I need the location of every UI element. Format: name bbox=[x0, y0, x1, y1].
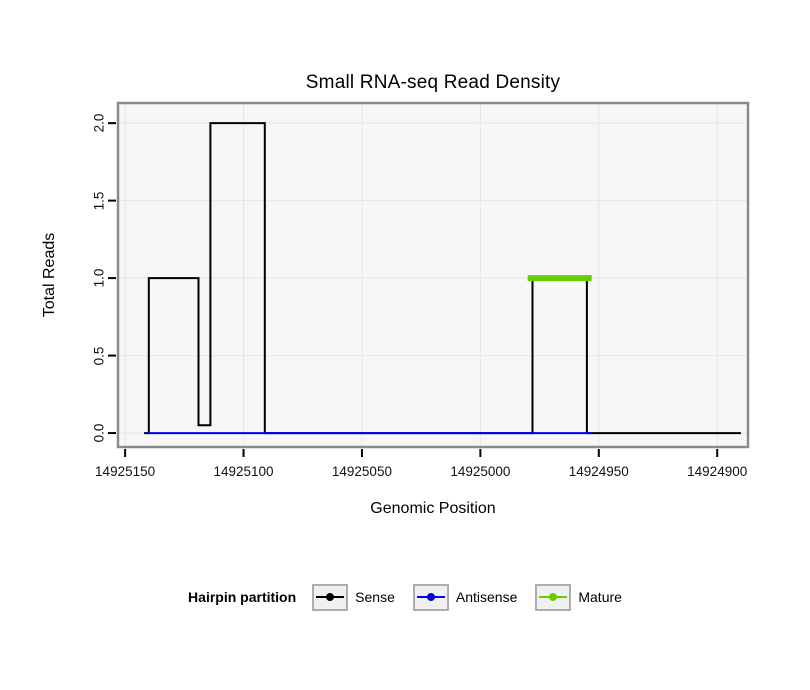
legend: Hairpin partition Sense Antisense bbox=[0, 582, 810, 612]
legend-label-antisense: Antisense bbox=[455, 589, 518, 605]
legend-label-sense: Sense bbox=[355, 589, 395, 605]
legend-item-antisense: Antisense bbox=[412, 583, 518, 611]
legend-key-antisense bbox=[412, 583, 449, 611]
legend-label-mature: Mature bbox=[578, 589, 622, 605]
x-axis-title: Genomic Position bbox=[370, 500, 496, 517]
sense-line-marker-icon bbox=[316, 593, 345, 601]
plot-panel bbox=[118, 103, 748, 447]
legend-item-sense: Sense bbox=[312, 583, 395, 611]
legend-item-mature: Mature bbox=[535, 583, 622, 611]
chart-title: Small RNA-seq Read Density bbox=[305, 72, 561, 93]
panel-border bbox=[116, 101, 750, 449]
mature-line-marker-icon bbox=[539, 593, 568, 601]
legend-title: Hairpin partition bbox=[188, 589, 297, 605]
legend-key-sense bbox=[312, 583, 349, 611]
y-axis-title: Total Reads bbox=[41, 232, 58, 318]
legend-key-mature bbox=[535, 583, 572, 611]
antisense-line-marker-icon bbox=[416, 593, 445, 601]
